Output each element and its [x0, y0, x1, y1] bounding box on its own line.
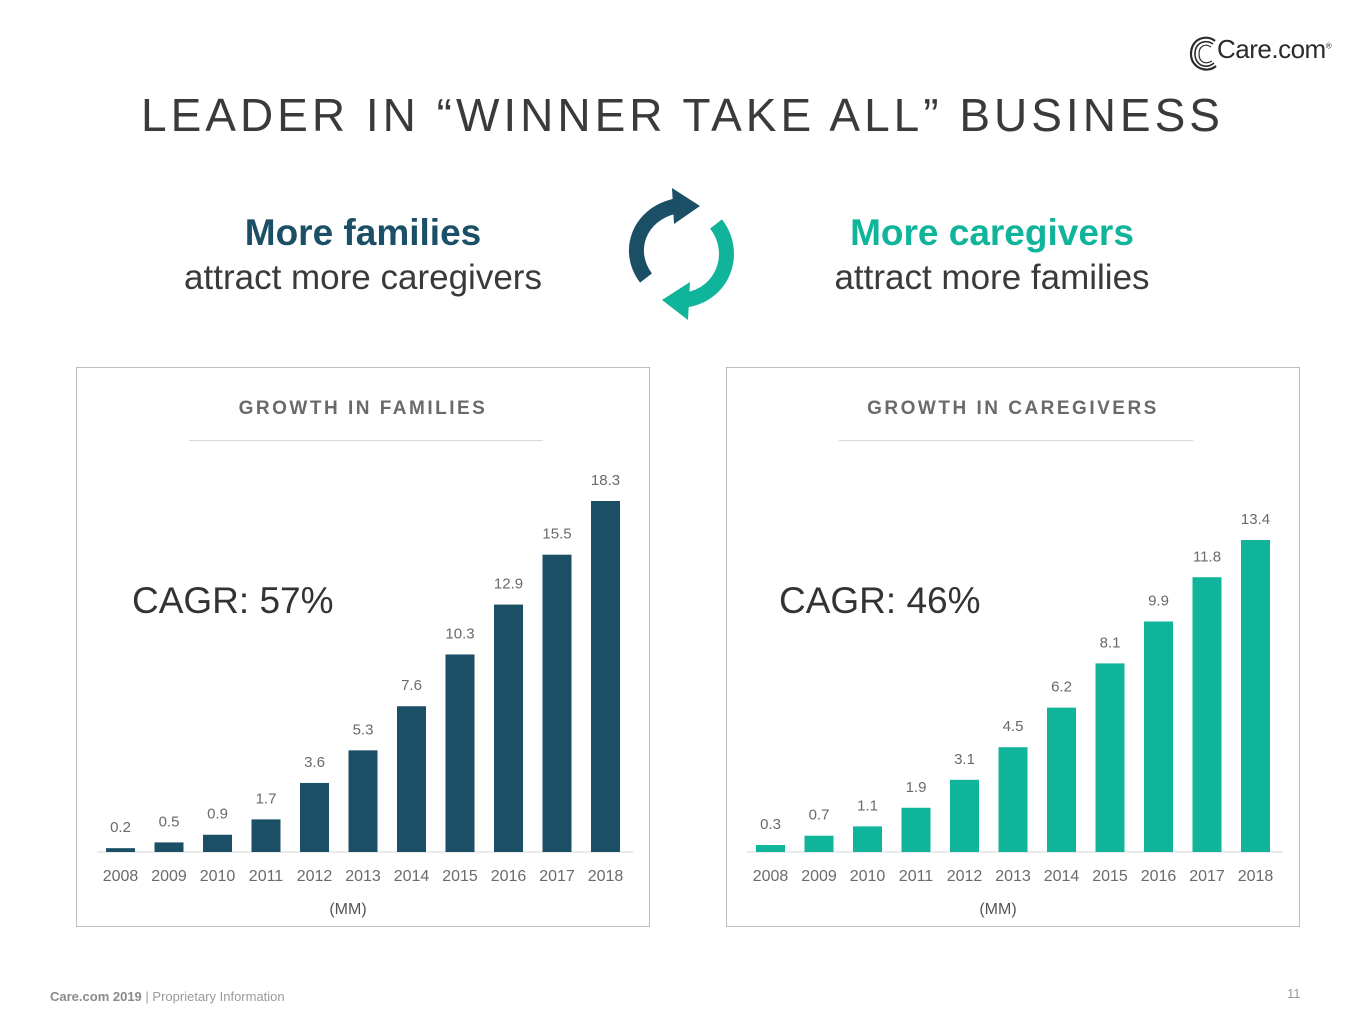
families-tick-label-2010: 2010: [200, 868, 236, 885]
caregivers-value-label-2010: 1.1: [857, 797, 878, 814]
refresh-cycle-icon: [629, 188, 734, 320]
families-tick-label-2014: 2014: [394, 868, 430, 885]
families-heading-bold: More families: [244, 212, 482, 253]
families-heading-sub: attract more caregivers: [184, 258, 542, 297]
caregivers-title-divider: [839, 440, 1193, 441]
families-value-label-2010: 0.9: [207, 806, 228, 823]
families-bar-2012: [300, 782, 329, 852]
caregivers-heading: More caregivers attract more families: [732, 212, 1252, 298]
caregivers-heading-sub: attract more families: [834, 258, 1150, 297]
families-tick-label-2016: 2016: [491, 868, 527, 885]
page-number: 11: [1287, 986, 1301, 1001]
families-chart-title: GROWTH IN FAMILIES: [238, 398, 488, 419]
families-value-label-2017: 15.5: [542, 526, 571, 543]
families-tick-label-2012: 2012: [297, 868, 333, 885]
page-title: LEADER IN “WINNER TAKE ALL” BUSINESS: [141, 89, 1224, 141]
families-cagr: CAGR: 57%: [132, 580, 334, 621]
logo-text: Care.com®: [1217, 34, 1332, 64]
caregivers-tick-label-2012: 2012: [947, 868, 983, 885]
families-value-label-2012: 3.6: [304, 754, 325, 771]
caregivers-bar-2018: [1241, 540, 1270, 852]
families-bar-2017: [542, 554, 572, 852]
families-tick-label-2009: 2009: [151, 868, 187, 885]
caregivers-tick-label-2009: 2009: [801, 868, 837, 885]
caregivers-chart-svg: 0.3 2008 0.7 2009 1.1 2010 1.9 2011 3.1 2012 4.5 20…: [747, 511, 1283, 918]
caregivers-bar-2015: [1095, 663, 1125, 852]
caregivers-value-label-2009: 0.7: [809, 807, 830, 824]
families-tick-label-2018: 2018: [588, 868, 624, 885]
caregivers-bar-2009: [804, 835, 834, 852]
families-tick-label-2015: 2015: [442, 868, 478, 885]
families-bar-2016: [494, 604, 523, 852]
families-title-divider: [189, 440, 543, 441]
caregivers-tick-label-2015: 2015: [1092, 868, 1128, 885]
families-bar-2011: [251, 819, 281, 852]
caregivers-tick-label-2011: 2011: [899, 868, 934, 885]
caregivers-value-label-2015: 8.1: [1100, 634, 1121, 651]
families-tick-label-2017: 2017: [539, 868, 575, 885]
care-com-logo: Care.com®: [1187, 30, 1332, 78]
families-value-label-2009: 0.5: [159, 813, 180, 830]
families-bar-2010: [203, 834, 232, 852]
caregivers-value-label-2013: 4.5: [1003, 718, 1024, 735]
caregivers-value-label-2018: 13.4: [1241, 511, 1270, 528]
care-com-logo-mark-icon: [1189, 36, 1217, 71]
caregivers-bar-2008: [756, 845, 785, 852]
families-bar-2008: [106, 848, 135, 852]
families-value-label-2013: 5.3: [353, 721, 374, 738]
families-value-label-2011: 1.7: [256, 790, 277, 807]
caregivers-value-label-2017: 11.8: [1193, 548, 1221, 565]
caregivers-cagr: CAGR: 46%: [779, 580, 981, 621]
caregivers-tick-label-2013: 2013: [995, 868, 1031, 885]
families-value-label-2008: 0.2: [110, 819, 131, 836]
families-heading: More families attract more caregivers: [103, 212, 623, 298]
caregivers-bar-2013: [998, 747, 1028, 852]
caregivers-value-label-2014: 6.2: [1051, 679, 1072, 696]
caregivers-unit-label: (MM): [979, 901, 1016, 918]
families-tick-label-2013: 2013: [345, 868, 381, 885]
caregivers-tick-label-2010: 2010: [850, 868, 886, 885]
families-unit-label: (MM): [329, 901, 366, 918]
families-value-label-2016: 12.9: [494, 576, 523, 593]
footer-note: Proprietary Information: [152, 989, 285, 1004]
caregivers-value-label-2008: 0.3: [760, 816, 781, 833]
caregivers-value-label-2011: 1.9: [906, 779, 927, 796]
footer-company: Care.com 2019: [50, 989, 142, 1004]
footer-separator: |: [145, 989, 149, 1004]
caregivers-tick-label-2017: 2017: [1189, 868, 1225, 885]
caregivers-tick-label-2008: 2008: [753, 868, 789, 885]
caregivers-chart-title: GROWTH IN CAREGIVERS: [867, 398, 1159, 419]
caregivers-bar-2010: [853, 826, 882, 852]
caregivers-bar-2012: [950, 779, 979, 852]
families-value-label-2014: 7.6: [401, 677, 422, 694]
caregivers-bar-2011: [901, 807, 931, 852]
families-bar-2013: [348, 750, 378, 852]
caregivers-bar-2017: [1192, 577, 1222, 852]
families-bar-2009: [154, 842, 184, 852]
caregivers-bar-2014: [1047, 707, 1076, 852]
families-tick-label-2011: 2011: [249, 868, 284, 885]
families-tick-label-2008: 2008: [103, 868, 139, 885]
caregivers-tick-label-2014: 2014: [1044, 868, 1080, 885]
caregivers-tick-label-2018: 2018: [1238, 868, 1274, 885]
caregivers-tick-label-2016: 2016: [1141, 868, 1177, 885]
caregivers-bar-2016: [1144, 621, 1173, 852]
families-value-label-2018: 18.3: [591, 472, 620, 489]
families-value-label-2015: 10.3: [445, 625, 474, 642]
families-chart-panel: GROWTH IN FAMILIES CAGR: 57% 0.2 2008 0.5 2…: [76, 367, 650, 927]
families-bar-2018: [591, 501, 620, 852]
footer: Care.com 2019 | Proprietary Information: [50, 989, 285, 1004]
caregivers-heading-bold: More caregivers: [850, 212, 1134, 253]
caregivers-chart-panel: GROWTH IN CAREGIVERS CAGR: 46% 0.3 2008 0.…: [726, 367, 1300, 927]
families-bar-2015: [445, 654, 475, 852]
caregivers-value-label-2016: 9.9: [1148, 592, 1169, 609]
families-chart-svg: 0.2 2008 0.5 2009 0.9 2010 1.7 2011 3.6 2012 5.3 20…: [97, 472, 633, 918]
caregivers-value-label-2012: 3.1: [954, 751, 975, 768]
families-bar-2014: [397, 706, 426, 852]
